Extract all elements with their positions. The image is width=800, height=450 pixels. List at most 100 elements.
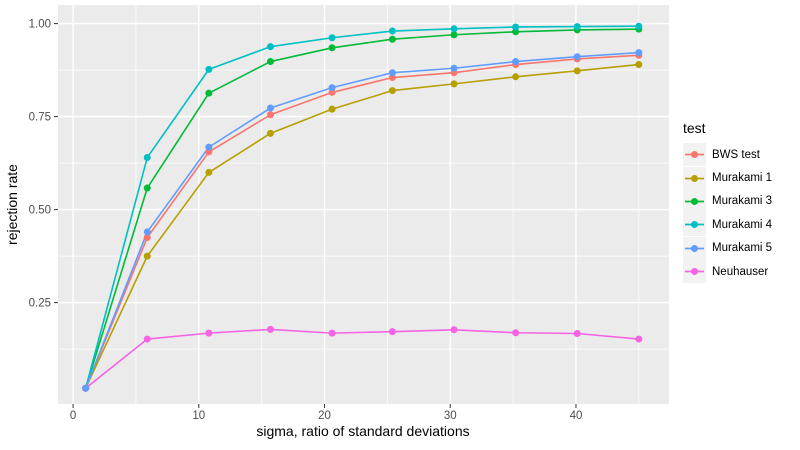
y-tick-label: 0.75 (29, 112, 51, 124)
legend-key-point (691, 197, 698, 205)
data-point (635, 61, 643, 69)
data-point (388, 74, 396, 82)
legend-item-bws-test: BWS test (683, 143, 772, 167)
data-point (328, 88, 336, 96)
data-point (635, 335, 643, 343)
x-tick-label: 10 (192, 410, 205, 422)
y-tick-label: 1.00 (29, 19, 51, 31)
data-point (205, 89, 213, 97)
legend-item-label: Neuhauser (712, 265, 769, 278)
legend-items: BWS test Murakami 1 Murakami 3 Murakami 4 Mu… (683, 143, 773, 284)
legend-key-point (691, 244, 698, 252)
data-point (143, 154, 151, 162)
data-point (573, 23, 581, 31)
legend-key-point (691, 174, 698, 182)
panel-background (58, 5, 669, 404)
data-point (450, 64, 458, 72)
data-point (143, 228, 151, 236)
axis-ticks (54, 23, 577, 408)
legend-item-label: Murakami 5 (712, 242, 773, 255)
legend-item-label: Murakami 1 (712, 172, 773, 185)
series-points-murakami-5 (82, 49, 643, 392)
data-point (205, 168, 213, 176)
y-axis-title: rejection rate (4, 164, 20, 245)
x-axis-title: sigma, ratio of standard deviations (256, 423, 469, 439)
data-point (205, 65, 213, 73)
series-line-murakami-4 (84, 25, 640, 389)
legend-item-label: BWS test (712, 148, 760, 161)
data-point (635, 22, 643, 30)
data-point (328, 329, 336, 337)
data-point (573, 330, 581, 338)
series-line-bws-test (84, 54, 640, 389)
data-point (143, 184, 151, 192)
data-point (573, 67, 581, 75)
legend-key-point (691, 221, 698, 229)
data-point (266, 58, 274, 66)
data-point (388, 328, 396, 336)
legend-key-swatch (683, 213, 706, 237)
legend-key-point (691, 151, 698, 159)
data-point (266, 129, 274, 137)
legend-item-label: Murakami 4 (712, 218, 773, 231)
legend-key-swatch (683, 236, 706, 260)
data-point (328, 44, 336, 52)
legend-item-murakami-1: Murakami 1 (683, 166, 773, 190)
legend: test BWS test Murakami 1 Murakami 3 Murakam… (683, 120, 773, 284)
x-tick-label: 20 (318, 410, 331, 422)
series-line-murakami-5 (84, 51, 640, 389)
legend-item-label: Murakami 3 (712, 195, 773, 208)
data-point (450, 80, 458, 88)
axis-tick-labels: 0 10 20 30 40 0.25 0.50 0.75 1.00 (29, 19, 583, 422)
plot-panel (58, 5, 669, 404)
data-point (388, 69, 396, 77)
data-point (205, 148, 213, 156)
data-point (143, 335, 151, 343)
data-point (450, 25, 458, 33)
data-point (512, 73, 520, 81)
data-point (512, 28, 520, 36)
data-point (266, 111, 274, 119)
y-tick-label: 0.25 (29, 298, 51, 310)
legend-key-swatch (683, 189, 706, 213)
legend-key-swatch (683, 260, 706, 284)
data-point (328, 34, 336, 42)
legend-key-swatch (683, 166, 706, 190)
data-point (328, 105, 336, 113)
data-point (388, 27, 396, 35)
data-point (512, 58, 520, 66)
data-point (388, 87, 396, 95)
data-point (143, 234, 151, 242)
data-point (450, 31, 458, 39)
data-point (450, 326, 458, 334)
data-point (573, 53, 581, 61)
series-line-murakami-1 (84, 63, 640, 389)
data-point (266, 104, 274, 112)
legend-item-murakami-4: Murakami 4 (683, 213, 773, 237)
legend-item-neuhauser: Neuhauser (683, 260, 772, 284)
legend-title: test (683, 120, 706, 136)
data-point (205, 143, 213, 151)
data-point (82, 384, 90, 392)
data-point (635, 49, 643, 57)
gridlines (58, 5, 669, 404)
x-tick-label: 30 (444, 410, 457, 422)
data-point (328, 84, 336, 92)
y-tick-label: 0.50 (29, 205, 51, 217)
data-point (143, 252, 151, 260)
legend-item-murakami-3: Murakami 3 (683, 189, 773, 213)
data-point (266, 43, 274, 51)
data-point (205, 329, 213, 337)
data-point (512, 329, 520, 337)
legend-item-murakami-5: Murakami 5 (683, 236, 773, 260)
data-point (512, 23, 520, 31)
series-line-murakami-3 (84, 28, 640, 389)
data-point (266, 325, 274, 333)
data-series (82, 22, 643, 392)
x-tick-label: 40 (570, 410, 583, 422)
legend-key-point (691, 268, 698, 276)
series-line-neuhauser (84, 328, 640, 389)
data-point (388, 35, 396, 43)
